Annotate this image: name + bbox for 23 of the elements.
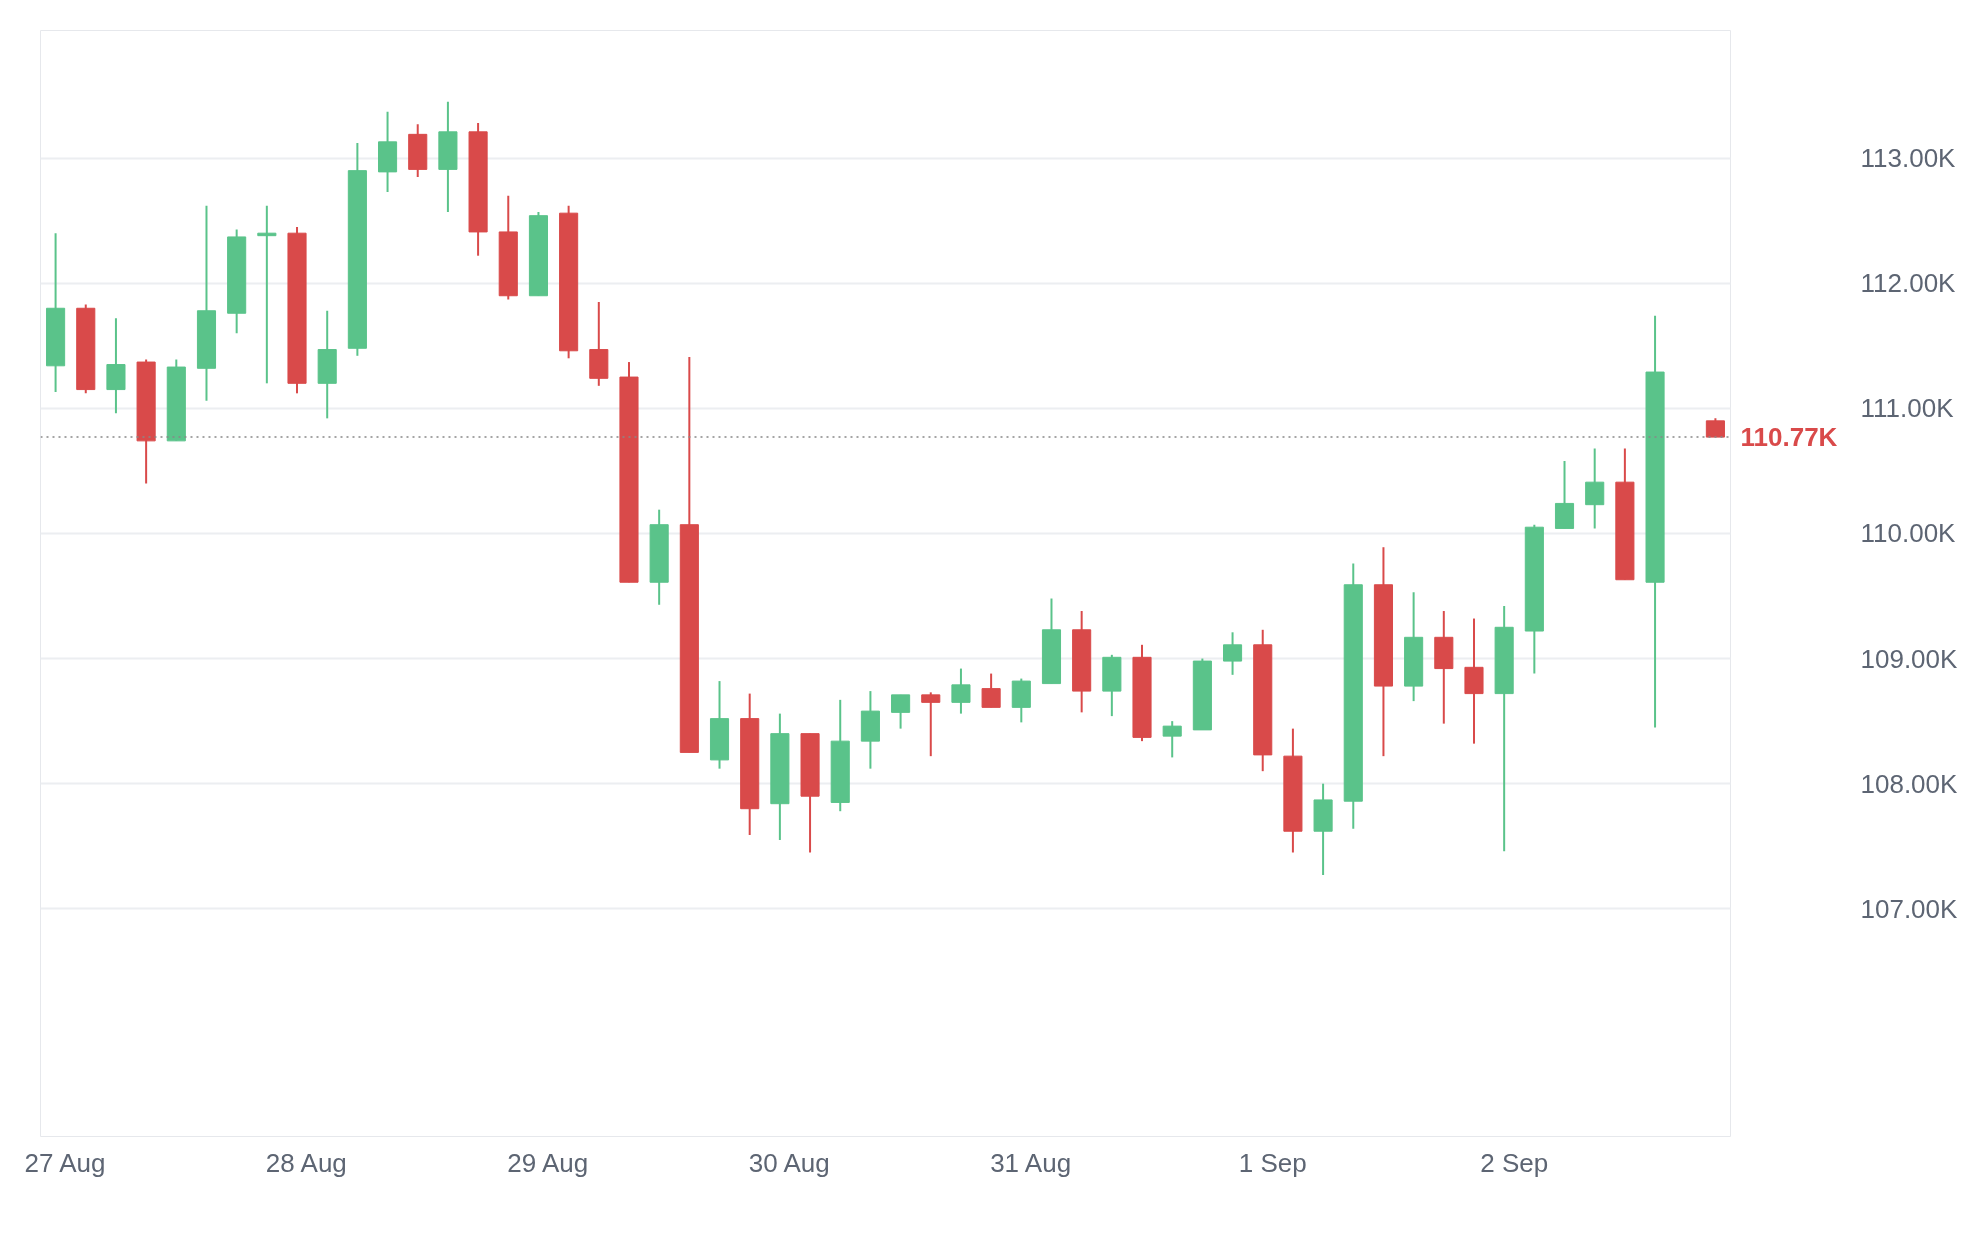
x-tick-label: 30 Aug <box>748 1147 830 1178</box>
y-tick-label: 108.00K <box>1860 768 1959 799</box>
x-tick-label: 1 Sep <box>1238 1147 1307 1178</box>
y-tick-label: 113.00K <box>1860 143 1957 174</box>
x-tick-label: 31 Aug <box>990 1147 1072 1178</box>
y-tick-label: 111.00K <box>1860 393 1955 424</box>
candlestick <box>1585 447 1605 530</box>
candlestick <box>1162 720 1182 759</box>
candlestick <box>921 691 941 758</box>
candlestick <box>951 667 971 715</box>
y-tick-label: 109.00K <box>1860 643 1959 674</box>
x-tick-label: 29 Aug <box>507 1147 589 1178</box>
x-tick-label: 27 Aug <box>24 1147 106 1178</box>
candlestick <box>891 693 911 730</box>
candlestick <box>257 204 277 385</box>
x-tick-label: 28 Aug <box>265 1147 347 1178</box>
candlestick <box>1223 631 1243 676</box>
y-tick-label: 110.00K <box>1860 518 1957 549</box>
y-tick-label: 107.00K <box>1860 893 1959 924</box>
y-tick-label: 112.00K <box>1860 268 1957 299</box>
ref-line-label: 110.77K <box>1740 422 1838 453</box>
candlestick <box>981 672 1001 709</box>
x-tick-label: 2 Sep <box>1480 1147 1549 1178</box>
